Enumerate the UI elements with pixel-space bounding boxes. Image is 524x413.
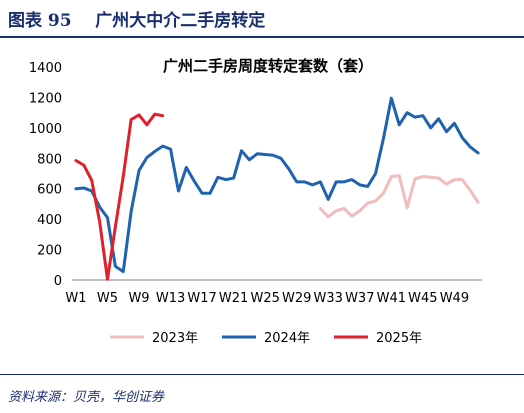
- line-chart: 广州二手房周度转定套数（套） 0 200 400 600 800 1000 1200 1400…: [29, 57, 482, 346]
- legend: 2023年 2024年 2025年: [110, 331, 422, 346]
- series-layer: [74, 96, 480, 281]
- y-tick-label: 1200: [29, 91, 62, 106]
- x-tick-label: W1: [65, 291, 86, 306]
- x-tick-label: W37: [345, 291, 374, 306]
- y-tick-label: 400: [37, 213, 62, 228]
- series-line-1: [318, 174, 480, 219]
- y-tick-label: 0: [54, 274, 62, 289]
- axes: 0 200 400 600 800 1000 1200 1400 W1 W5 W9 W13 W17 W21…: [29, 61, 482, 306]
- figure-title: 图表 95 广州大中介二手房转定: [8, 6, 265, 31]
- series-line-3: [74, 112, 165, 281]
- x-tick-label: W49: [440, 291, 469, 306]
- chart-title: 广州二手房周度转定套数（套）: [163, 57, 373, 75]
- x-tick-label: W41: [377, 291, 406, 306]
- figure-header: 图表 95 广州大中介二手房转定: [0, 0, 524, 40]
- x-tick-label: W33: [314, 291, 343, 306]
- series-line-2: [74, 96, 480, 274]
- x-tick-label: W25: [250, 291, 279, 306]
- x-tick-label: W21: [219, 291, 248, 306]
- y-tick-label: 600: [37, 183, 62, 198]
- x-tick-label: W17: [187, 291, 216, 306]
- y-tick-label: 200: [37, 244, 62, 259]
- legend-label-2: 2024年: [264, 331, 310, 346]
- legend-label-1: 2023年: [152, 331, 198, 346]
- y-tick-label: 1000: [29, 122, 62, 137]
- figure-footer: 资料来源：贝壳，华创证券: [0, 374, 524, 413]
- y-tick-label: 1400: [29, 61, 62, 76]
- source-note: 资料来源：贝壳，华创证券: [8, 390, 165, 405]
- x-tick-label: W13: [156, 291, 185, 306]
- footer-rule: [0, 374, 524, 375]
- x-tick-label: W45: [408, 291, 437, 306]
- y-tick-label: 800: [37, 152, 62, 167]
- x-tick-label: W9: [128, 291, 149, 306]
- x-tick-label: W5: [97, 291, 118, 306]
- header-rule: [0, 36, 524, 38]
- figure-label: 图表 95: [8, 11, 72, 31]
- legend-label-3: 2025年: [376, 331, 422, 346]
- x-tick-label: W29: [282, 291, 311, 306]
- figure-title-text: 广州大中介二手房转定: [95, 11, 266, 31]
